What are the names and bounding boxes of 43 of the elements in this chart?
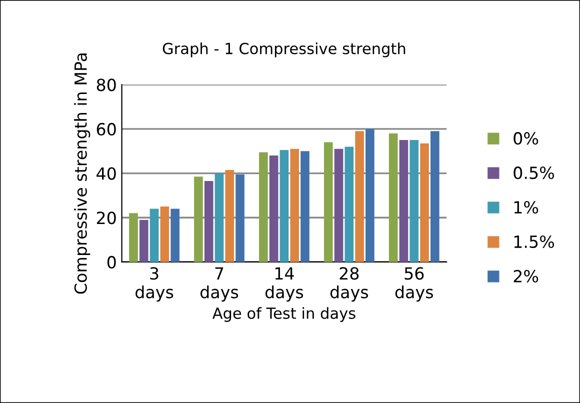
bar (334, 148, 344, 262)
bar (410, 140, 419, 262)
bar (194, 176, 203, 262)
bar (420, 143, 429, 262)
bar (324, 142, 333, 262)
bar (344, 146, 354, 262)
x-tick-label: 14 days (265, 267, 304, 302)
bar (170, 208, 180, 262)
bar (399, 140, 408, 262)
bar (290, 148, 300, 262)
legend-label: 1% (514, 200, 538, 214)
x-tick-label: 28 days (330, 267, 368, 302)
bar (388, 133, 398, 262)
bar (430, 131, 440, 262)
bar (355, 131, 364, 262)
x-tick-label: 7 days (200, 267, 238, 302)
y-tick-label: 40 (96, 167, 116, 180)
bar (258, 152, 268, 262)
bar (300, 151, 310, 262)
legend-label: 0% (514, 132, 538, 145)
bar (129, 213, 138, 262)
y-tick-label: 80 (96, 78, 116, 92)
y-axis-title: Compressive strength in MPa (74, 53, 90, 294)
chart-title: Graph - 1 Compressive strength (162, 42, 406, 58)
bar (214, 173, 224, 262)
legend-label: 0.5% (514, 166, 554, 180)
bar (160, 206, 170, 262)
bar (225, 170, 234, 262)
bar (366, 128, 374, 262)
y-tick-label: 60 (96, 122, 116, 136)
x-tick-label: 56 days (395, 267, 433, 302)
bar (150, 208, 159, 262)
bar (139, 220, 148, 262)
x-axis-title: Age of Test in days (212, 307, 356, 322)
bar (269, 156, 278, 262)
y-tick-label: 0 (107, 256, 116, 269)
legend-label: 1.5% (514, 235, 554, 248)
y-tick-label: 20 (96, 212, 116, 224)
legend-label: 2% (514, 270, 538, 283)
x-tick-label: 3 days (136, 267, 174, 302)
bar (204, 181, 214, 262)
bar (280, 150, 289, 262)
bar (236, 174, 244, 262)
